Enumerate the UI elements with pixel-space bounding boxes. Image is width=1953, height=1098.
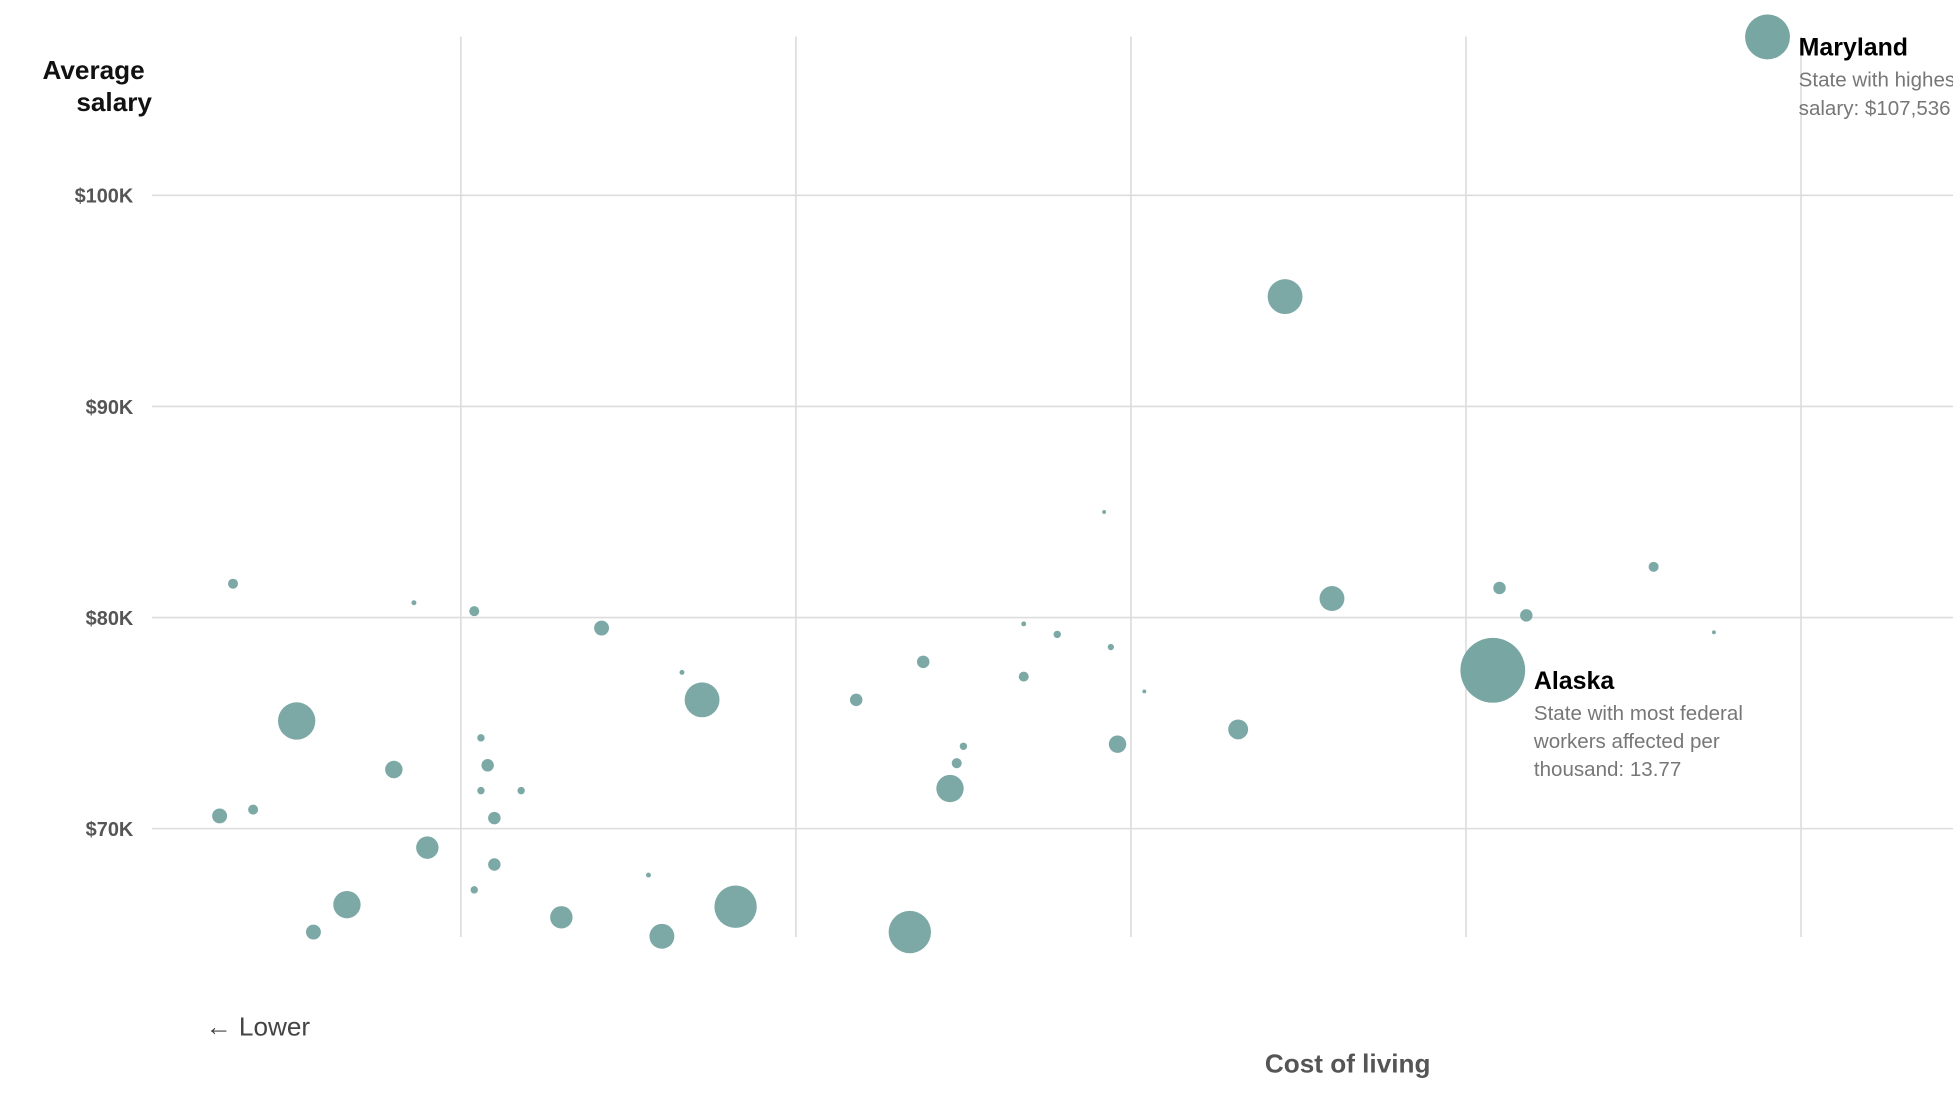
bubble[interactable] xyxy=(550,906,573,929)
y-axis-title-line: salary xyxy=(76,87,152,117)
y-tick-label: $100K xyxy=(75,186,134,208)
y-axis-ticks: $70K $80K $90K $100K xyxy=(75,186,134,841)
annotation-title: Maryland xyxy=(1799,34,1908,62)
bubble[interactable] xyxy=(916,655,930,669)
bubble[interactable] xyxy=(679,669,685,675)
bubble[interactable] xyxy=(1053,630,1061,639)
bubble[interactable] xyxy=(477,734,485,742)
bubble[interactable] xyxy=(594,620,610,636)
bubble[interactable] xyxy=(959,742,968,750)
bubble[interactable] xyxy=(470,886,478,894)
annotations: Alaska State with most federal workers aff… xyxy=(1460,14,1953,781)
bubble[interactable] xyxy=(1648,561,1659,572)
bubble-alaska[interactable] xyxy=(1460,637,1526,703)
y-tick-label: $90K xyxy=(86,397,134,419)
bubbles xyxy=(212,279,1716,954)
annotation-text: State with most federal xyxy=(1534,702,1743,725)
bubble[interactable] xyxy=(333,890,361,919)
bubble[interactable] xyxy=(888,910,931,954)
y-axis-title: Average salary xyxy=(42,55,152,117)
bubble[interactable] xyxy=(416,836,439,859)
bubble[interactable] xyxy=(517,786,525,795)
x-axis-title: Cost of living xyxy=(1265,1049,1431,1079)
bubble[interactable] xyxy=(385,760,403,779)
bubble[interactable] xyxy=(1102,509,1107,514)
bubble[interactable] xyxy=(936,774,964,803)
bubble[interactable] xyxy=(481,759,494,772)
bubble[interactable] xyxy=(1021,621,1027,627)
bubble[interactable] xyxy=(1319,586,1345,611)
bubble[interactable] xyxy=(277,702,316,740)
bubble[interactable] xyxy=(488,811,501,825)
bubble-maryland[interactable] xyxy=(1745,14,1790,60)
y-tick-label: $80K xyxy=(86,608,134,630)
bubble[interactable] xyxy=(477,786,485,795)
bubble[interactable] xyxy=(1142,689,1147,694)
bubble[interactable] xyxy=(1711,630,1716,635)
bubble[interactable] xyxy=(488,858,501,871)
annotation-text: State with highest average xyxy=(1799,69,1953,92)
annotation-text: salary: $107,536 xyxy=(1799,97,1951,120)
bubble[interactable] xyxy=(646,872,651,878)
bubble[interactable] xyxy=(248,804,259,815)
annotation-text: thousand: 13.77 xyxy=(1534,758,1681,781)
y-tick-label: $70K xyxy=(86,819,134,841)
bubble[interactable] xyxy=(1107,643,1114,651)
bubble[interactable] xyxy=(684,682,720,718)
bubble[interactable] xyxy=(714,885,757,928)
bubble[interactable] xyxy=(1108,735,1127,753)
annotation-text: workers affected per xyxy=(1533,730,1720,753)
y-axis-title-line: Average xyxy=(42,55,144,85)
bubble[interactable] xyxy=(212,808,228,824)
bubble[interactable] xyxy=(411,600,417,606)
gridlines xyxy=(151,36,1953,937)
x-direction-label: ← Lower xyxy=(206,1011,311,1041)
bubble[interactable] xyxy=(305,924,321,940)
bubble[interactable] xyxy=(1228,719,1249,740)
bubble[interactable] xyxy=(1018,671,1029,682)
bubble[interactable] xyxy=(1267,279,1303,315)
bubble[interactable] xyxy=(1493,581,1506,595)
bubble[interactable] xyxy=(951,758,962,769)
bubble[interactable] xyxy=(1520,609,1533,622)
bubble[interactable] xyxy=(649,923,675,949)
bubble[interactable] xyxy=(469,606,480,617)
annotation-title: Alaska xyxy=(1534,667,1615,695)
bubble[interactable] xyxy=(228,578,239,589)
bubble[interactable] xyxy=(849,693,863,707)
